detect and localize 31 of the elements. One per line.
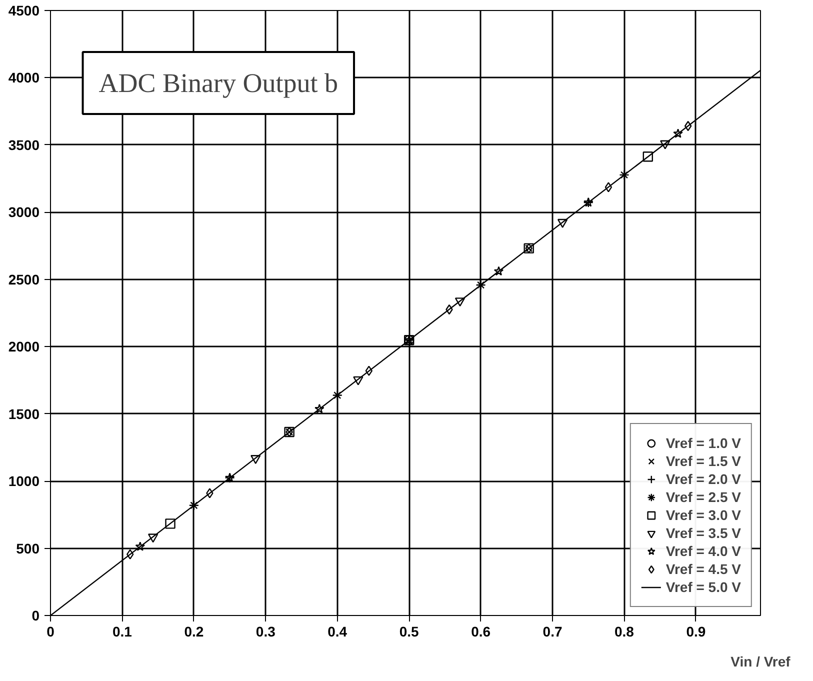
x-axis-title: Vin / Vref bbox=[730, 654, 791, 670]
x-tick-label: 0 bbox=[46, 624, 55, 640]
legend-label: Vref = 4.0 V bbox=[666, 542, 741, 560]
x-tick-label: 0.3 bbox=[256, 624, 276, 640]
x-tick-label: 0.6 bbox=[471, 624, 491, 640]
y-tick-label: 2000 bbox=[8, 338, 40, 355]
x-tick-label: 0.4 bbox=[328, 624, 348, 640]
x-tick-label: 0.8 bbox=[614, 624, 634, 640]
legend-label: Vref = 1.0 V bbox=[666, 434, 741, 452]
legend-label: Vref = 3.0 V bbox=[666, 506, 741, 524]
y-tick-label: 2500 bbox=[8, 271, 40, 288]
legend-label: Vref = 5.0 V bbox=[666, 578, 741, 596]
legend-label: Vref = 1.5 V bbox=[666, 452, 741, 470]
x-tick-label: 0.2 bbox=[184, 624, 204, 640]
y-tick-label: 4500 bbox=[8, 2, 40, 18]
text: ADC Binary Output b bbox=[98, 68, 338, 98]
legend-label: Vref = 4.5 V bbox=[666, 560, 741, 578]
x-tick-label: 0.7 bbox=[542, 624, 562, 640]
y-tick-label: 3500 bbox=[8, 136, 40, 153]
y-tick-label: 4000 bbox=[8, 70, 40, 86]
y-tick-label: 0 bbox=[32, 608, 40, 624]
y-tick-label: 500 bbox=[16, 540, 40, 556]
x-tick-label: 0.1 bbox=[112, 624, 132, 640]
legend-label: Vref = 3.5 V bbox=[666, 524, 741, 542]
legend-label: Vref = 2.5 V bbox=[666, 488, 741, 506]
legend-label: Vref = 2.0 V bbox=[666, 470, 741, 488]
y-tick-label: 3000 bbox=[8, 204, 40, 220]
y-tick-label: 1500 bbox=[8, 406, 40, 422]
x-tick-label: 0.9 bbox=[686, 624, 706, 640]
x-tick-label: 0.5 bbox=[399, 624, 420, 640]
y-tick-label: 1000 bbox=[8, 473, 40, 490]
